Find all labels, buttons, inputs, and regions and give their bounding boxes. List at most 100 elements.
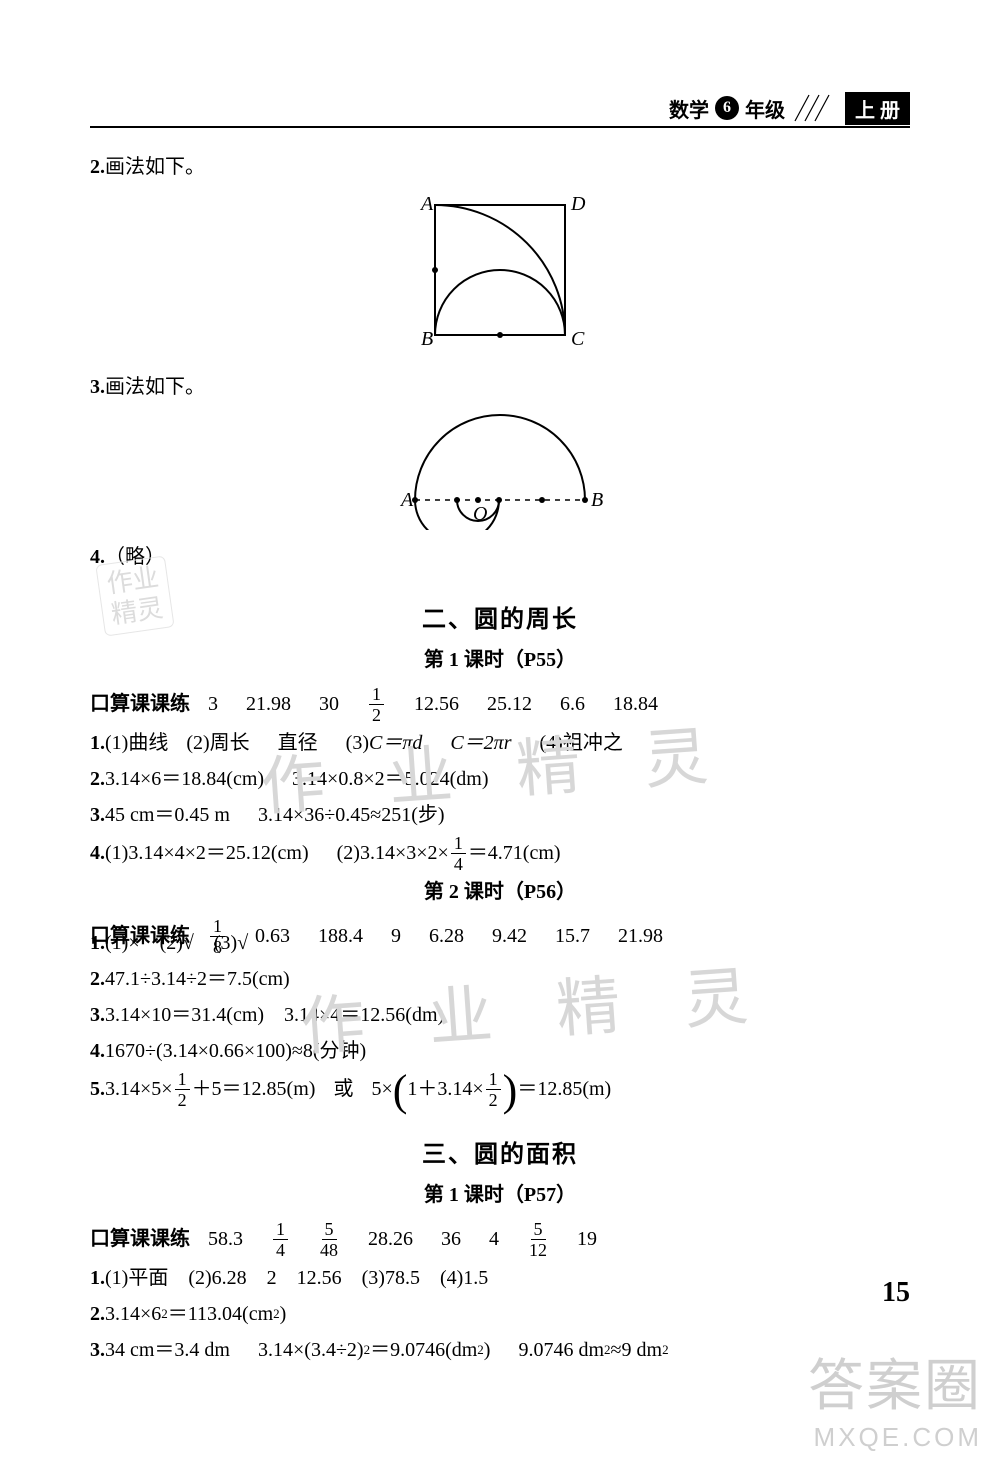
sec3-l1-title: 第 1 课时（P57） <box>90 1178 910 1212</box>
lbl: 4. <box>90 836 105 870</box>
t: ＝9.0746(dm <box>370 1333 477 1367</box>
t: 3.14×0.8×2＝5.024(dm) <box>292 762 488 796</box>
sec2-l2-q3: 3.3.14×10＝31.4(cm) 3.14×4＝12.56(dm) <box>90 998 910 1032</box>
lbl: 2. <box>90 1297 105 1331</box>
lbl: 2. <box>90 762 105 796</box>
sec2-l2-q5: 5. 3.14×5× 12 ＋5＝12.85(m) 或 5× ( 1＋3.14×… <box>90 1070 910 1109</box>
q3-label: 3. <box>90 370 105 404</box>
t: ＝113.04(cm <box>168 1297 273 1331</box>
page: 数学 6 年级 上 册 2. 画法如下。 A D B C <box>0 0 1000 1429</box>
v: 3 <box>208 687 218 721</box>
t: 5× <box>371 1072 392 1106</box>
t: 3.14×36÷0.45≈251(步) <box>258 798 445 832</box>
t: 3.14×6＝18.84(cm) <box>105 762 264 796</box>
t: 2.47.1÷3.14÷2＝7.5(cm) <box>90 962 290 996</box>
v: 12.56 <box>414 687 459 721</box>
t: ＋5＝12.85(m) <box>192 1072 316 1106</box>
v: 4 <box>489 1222 499 1256</box>
t: (2)3.14×3×2× <box>337 836 449 870</box>
sec3-l1-q2: 2. 3.14×62 ＝113.04(cm2 ) <box>90 1297 910 1331</box>
header-grade-badge: 6 <box>715 96 739 120</box>
page-number: 15 <box>882 1277 910 1309</box>
sec3-l1-q3: 3. 34 cm＝3.4 dm 3.14×(3.4÷2)2 ＝9.0746(dm… <box>90 1333 910 1367</box>
t: ) <box>484 1333 491 1367</box>
header-subject: 数学 <box>669 94 709 123</box>
v: 21.98 <box>618 919 663 953</box>
sup: 2 <box>662 1339 669 1361</box>
t: C＝2πr <box>450 726 511 760</box>
t: (1)3.14×4×2＝25.12(cm) <box>105 836 309 870</box>
v: 0.63 <box>255 919 290 953</box>
t: ＝12.85(m) <box>517 1072 611 1106</box>
v: 188.4 <box>318 919 363 953</box>
v: 18.84 <box>613 687 658 721</box>
sec2-title: 二、圆的周长 <box>90 600 910 641</box>
t: 4.1670÷(3.14×0.66×100)≈8(分钟) <box>90 1034 366 1068</box>
v: 548 <box>320 1220 338 1259</box>
sec2-l1-q3: 3. 45 cm＝0.45 m 3.14×36÷0.45≈251(步) <box>90 798 910 832</box>
sec3-l1-oral: 口算课课练 58.3 14 548 28.26 36 4 512 19 <box>90 1220 910 1259</box>
lbl: 1. <box>90 726 105 760</box>
f: 14 <box>451 834 466 873</box>
figure-2: A B O <box>90 410 910 530</box>
f: 12 <box>175 1070 190 1109</box>
q2-text: 画法如下。 <box>105 150 205 184</box>
t: 3.14×6 <box>105 1297 161 1331</box>
v: 36 <box>441 1222 461 1256</box>
sec2-l1-title: 第 1 课时（P55） <box>90 643 910 677</box>
t: 3.3.14×10＝31.4(cm) 3.14×4＝12.56(dm) <box>90 998 444 1032</box>
v: 6.6 <box>560 687 585 721</box>
figure-1-svg: A D B C <box>395 190 605 360</box>
sec2-l1-q2: 2. 3.14×6＝18.84(cm) 3.14×0.8×2＝5.024(dm) <box>90 762 910 796</box>
t: 34 cm＝3.4 dm <box>105 1333 230 1367</box>
t: ) <box>280 1297 287 1331</box>
t: 1.(1)平面 (2)6.28 2 12.56 (3)78.5 (4)1.5 <box>90 1261 488 1295</box>
t: 1.(1)× (2)√ (3)√ <box>90 926 248 960</box>
fig1-B: B <box>421 328 433 350</box>
v: 9.42 <box>492 919 527 953</box>
oral-label: 口算课课练 <box>90 1222 190 1256</box>
oral-label: 口算课课练 <box>90 687 190 721</box>
sec3-l1-q1: 1.(1)平面 (2)6.28 2 12.56 (3)78.5 (4)1.5 <box>90 1261 910 1295</box>
v: 9 <box>391 919 401 953</box>
t: 或 <box>333 1072 353 1106</box>
lbl: 3. <box>90 798 105 832</box>
header-volume: 上 册 <box>845 92 910 125</box>
v: 21.98 <box>246 687 291 721</box>
footer-big: 答案圈 <box>808 1341 982 1422</box>
v: 25.12 <box>487 687 532 721</box>
fig2-O: O <box>473 503 487 525</box>
t: C＝πd <box>369 726 422 760</box>
fig1-C: C <box>571 328 585 350</box>
footer-url: MXQE.COM <box>808 1422 982 1453</box>
t: (2)周长 <box>186 726 249 760</box>
t: (3) <box>346 726 369 760</box>
sec2-l2-q4: 4.1670÷(3.14×0.66×100)≈8(分钟) <box>90 1034 910 1068</box>
v: 15.7 <box>555 919 590 953</box>
lbl: 5. <box>90 1072 105 1106</box>
sec2-l2-q2: 2.47.1÷3.14÷2＝7.5(cm) <box>90 962 910 996</box>
lbl: 3. <box>90 1333 105 1367</box>
v: 19 <box>577 1222 597 1256</box>
q3-line: 3. 画法如下。 <box>90 370 910 404</box>
sec3-title: 三、圆的面积 <box>90 1135 910 1176</box>
fig1-A: A <box>419 193 434 215</box>
t: ≈9 dm <box>611 1333 663 1367</box>
content: 2. 画法如下。 A D B C 3. 画法如下。 <box>90 150 910 1367</box>
fig2-A: A <box>399 489 414 511</box>
t: (4)祖冲之 <box>540 726 623 760</box>
v: 6.28 <box>429 919 464 953</box>
figure-2-svg: A B O <box>385 410 615 530</box>
t: 45 cm＝0.45 m <box>105 798 230 832</box>
footer-watermark: 答案圈 MXQE.COM <box>808 1341 982 1453</box>
v: 14 <box>273 1220 288 1259</box>
sec2-l1-q4: 4. (1)3.14×4×2＝25.12(cm) (2)3.14×3×2× 14… <box>90 834 910 873</box>
q3-text: 画法如下。 <box>105 370 205 404</box>
f: 12 <box>486 1070 501 1109</box>
q4-text: （略） <box>105 540 165 574</box>
t: ＝4.71(cm) <box>468 836 561 870</box>
q4-line: 4. （略） <box>90 540 910 574</box>
v: 58.3 <box>208 1222 243 1256</box>
sec2-l2-title: 第 2 课时（P56） <box>90 875 910 909</box>
header-chevrons-icon <box>793 93 837 123</box>
